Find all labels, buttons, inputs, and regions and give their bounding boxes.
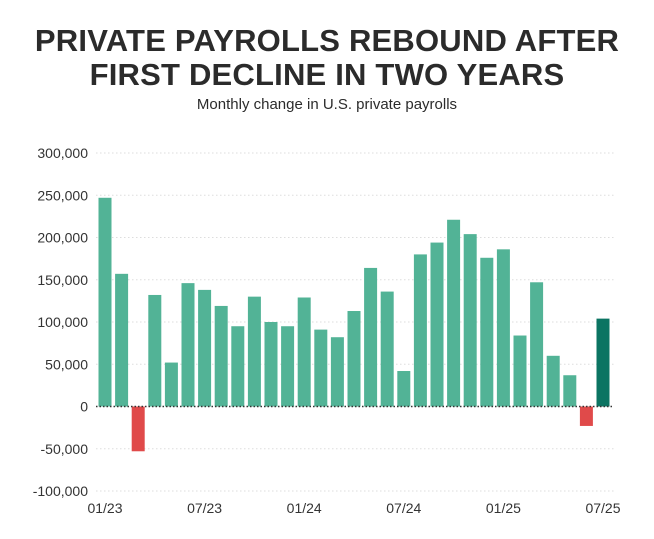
bar-07-25	[596, 318, 610, 407]
x-axis-tick-labels: 01/23 07/23 01/24 07/24 01/25 07/25	[87, 500, 620, 516]
bar-04-24	[347, 311, 361, 407]
y-tick-label: 300,000	[37, 145, 88, 161]
bar-08-24	[413, 254, 427, 407]
x-tick-label: 01/25	[486, 500, 521, 516]
bar-06-23	[181, 283, 195, 407]
bar-01-25	[496, 249, 510, 407]
bar-series	[98, 197, 610, 452]
y-tick-label: 200,000	[37, 230, 88, 246]
bar-04-25	[546, 355, 560, 407]
x-tick-label: 01/23	[87, 500, 122, 516]
bar-05-23	[164, 362, 178, 407]
y-axis-tick-labels: 300,000 250,000 200,000 150,000 100,000 50,00…	[33, 145, 88, 499]
bar-06-25	[579, 406, 593, 426]
chart-subtitle: Monthly change in U.S. private payrolls	[196, 96, 458, 113]
x-tick-label: 01/24	[287, 500, 322, 516]
bar-07-23	[198, 289, 212, 407]
bar-10-24	[447, 219, 461, 407]
y-tick-label: 100,000	[37, 314, 88, 330]
x-tick-label: 07/25	[585, 500, 620, 516]
bar-05-25	[563, 375, 577, 407]
bar-03-24	[330, 337, 344, 407]
bar-02-23	[115, 273, 129, 407]
bar-02-24	[314, 329, 328, 407]
y-tick-label: -100,000	[33, 483, 88, 499]
y-tick-label: 150,000	[37, 272, 88, 288]
bar-04-23	[148, 294, 162, 407]
bar-11-23	[264, 322, 278, 407]
bar-02-25	[513, 335, 527, 407]
bar-03-25	[530, 282, 544, 407]
y-tick-label: -50,000	[41, 441, 89, 457]
bar-03-23	[131, 406, 145, 452]
y-tick-label: 50,000	[45, 356, 88, 372]
chart-title: PRIVATE PAYROLLS REBOUND AFTER FIRST DEC…	[0, 24, 654, 92]
bar-09-24	[430, 242, 444, 407]
y-tick-label: 250,000	[37, 187, 88, 203]
bar-01-23	[98, 197, 112, 407]
bar-05-24	[364, 267, 378, 407]
bar-06-24	[380, 291, 394, 407]
x-tick-label: 07/23	[187, 500, 222, 516]
bar-07-24	[397, 371, 411, 407]
y-tick-label: 0	[80, 399, 88, 415]
chart-title-line-1: PRIVATE PAYROLLS REBOUND AFTER	[34, 23, 620, 58]
bar-12-24	[480, 257, 494, 407]
bar-12-23	[281, 326, 295, 407]
chart-title-line-2: FIRST DECLINE IN TWO YEARS	[89, 57, 565, 92]
bar-11-24	[463, 234, 477, 407]
bar-10-23	[247, 296, 261, 407]
bar-08-23	[214, 305, 228, 407]
bar-01-24	[297, 297, 311, 407]
x-tick-label: 07/24	[386, 500, 421, 516]
bar-09-23	[231, 326, 245, 407]
